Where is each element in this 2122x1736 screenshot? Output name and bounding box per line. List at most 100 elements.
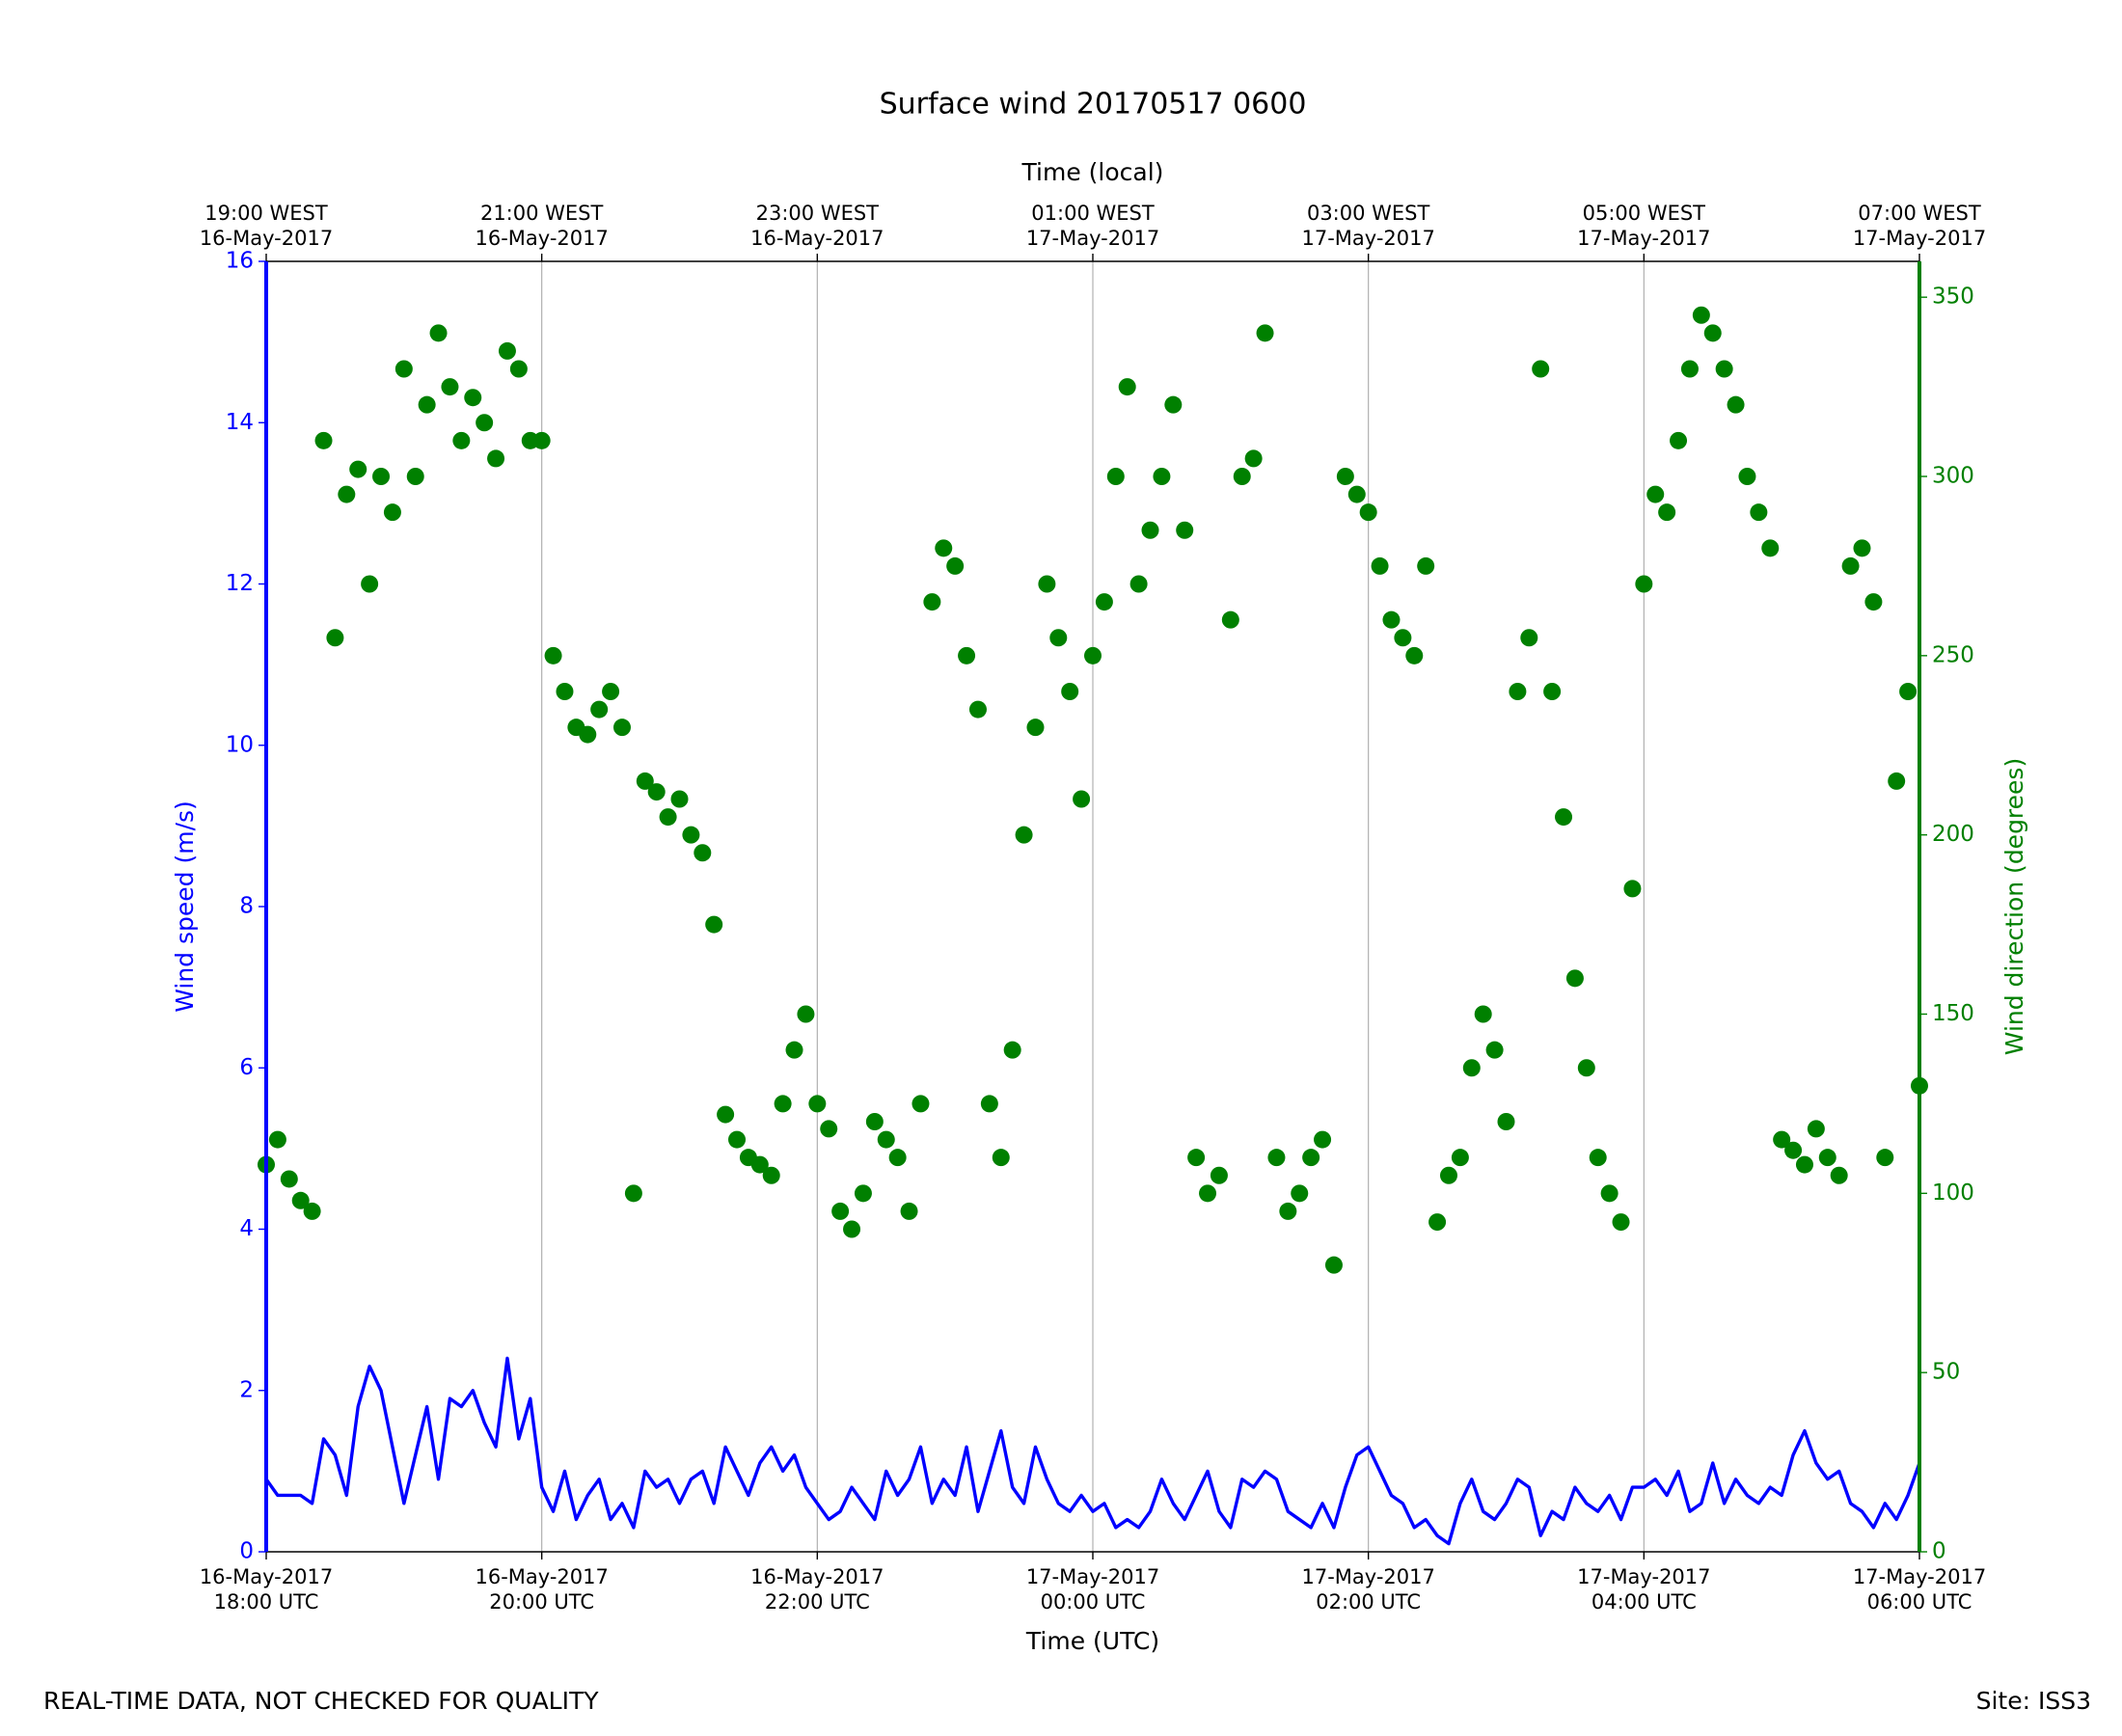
direction-point (1336, 468, 1354, 485)
x2-tick-label: 03:00 WEST 17-May-2017 (1301, 202, 1435, 250)
direction-point (1371, 556, 1389, 575)
direction-point (1015, 826, 1033, 844)
direction-point (647, 783, 666, 801)
direction-point (728, 1130, 747, 1149)
direction-point (1485, 1041, 1504, 1059)
direction-point (1279, 1202, 1297, 1220)
direction-point (1509, 683, 1527, 700)
direction-point (1291, 1184, 1309, 1203)
direction-point (487, 449, 505, 468)
direction-point (349, 460, 367, 478)
direction-point (1347, 485, 1366, 503)
direction-point (1888, 772, 1906, 790)
direction-point (1153, 468, 1171, 485)
y-axis-label: Wind speed (m/s) (171, 800, 199, 1013)
direction-point (1738, 468, 1756, 485)
direction-point (476, 414, 494, 432)
direction-point (935, 539, 953, 557)
direction-point (717, 1105, 735, 1124)
x-tick-label: 17-May-2017 00:00 UTC (1025, 1565, 1160, 1614)
direction-point (1670, 431, 1688, 449)
x-tick-label: 16-May-2017 20:00 UTC (475, 1565, 609, 1614)
direction-point (1589, 1149, 1607, 1167)
direction-point (441, 378, 459, 396)
direction-point (1382, 610, 1401, 629)
direction-point (1451, 1149, 1469, 1167)
direction-point (820, 1120, 838, 1138)
direction-point (602, 683, 620, 700)
direction-point (1658, 503, 1676, 522)
direction-point (980, 1095, 998, 1113)
direction-point (624, 1184, 642, 1203)
direction-point (762, 1166, 780, 1184)
direction-point (1233, 468, 1251, 485)
direction-point (590, 700, 609, 719)
direction-point (670, 790, 689, 808)
direction-point (1807, 1120, 1825, 1138)
direction-point (406, 468, 424, 485)
y-tick-label: 0 (239, 1539, 254, 1564)
direction-point (1565, 969, 1584, 988)
direction-point (532, 431, 551, 449)
direction-point (394, 360, 413, 378)
site-label: Site: ISS3 (1976, 1687, 2091, 1715)
chart-title: Surface wind 20170517 0600 (880, 88, 1307, 122)
direction-point (1646, 485, 1665, 503)
y-tick-label: 4 (239, 1216, 254, 1241)
direction-point (888, 1149, 907, 1167)
direction-point (1221, 610, 1239, 629)
direction-point (452, 431, 471, 449)
direction-point (843, 1220, 861, 1238)
direction-point (1118, 378, 1136, 396)
direction-point (326, 629, 344, 647)
direction-point (1256, 324, 1274, 342)
direction-point (464, 389, 482, 407)
direction-point (1405, 646, 1424, 665)
direction-point (1773, 1130, 1791, 1149)
direction-point (1727, 395, 1745, 414)
direction-point (291, 1191, 310, 1209)
direction-point (1359, 503, 1377, 522)
direction-point (1267, 1149, 1286, 1167)
direction-point (785, 1041, 803, 1059)
direction-point (314, 431, 333, 449)
direction-point (1520, 629, 1538, 647)
direction-point (1555, 808, 1573, 827)
direction-point (372, 468, 391, 485)
direction-point (1428, 1213, 1447, 1232)
x2-tick-label: 19:00 WEST 16-May-2017 (199, 202, 334, 250)
direction-point (911, 1095, 930, 1113)
y2-tick-label: 350 (1932, 285, 1974, 310)
direction-point (1623, 880, 1642, 898)
y2-tick-label: 100 (1932, 1180, 1974, 1206)
direction-point (498, 341, 516, 360)
direction-point (1394, 629, 1412, 647)
direction-point (1830, 1166, 1848, 1184)
y2-tick-label: 150 (1932, 1001, 1974, 1026)
direction-point (1164, 395, 1183, 414)
direction-point (509, 360, 528, 378)
direction-point (1003, 1041, 1021, 1059)
direction-point (1106, 468, 1125, 485)
direction-point (1324, 1256, 1343, 1274)
direction-point (1314, 1130, 1332, 1149)
direction-point (612, 719, 631, 737)
direction-point (797, 1005, 815, 1023)
direction-point (1210, 1166, 1228, 1184)
direction-point (808, 1095, 827, 1113)
direction-point (1761, 539, 1780, 557)
direction-point (1784, 1141, 1803, 1159)
direction-point (1680, 360, 1699, 378)
x-tick-label: 17-May-2017 06:00 UTC (1852, 1565, 1987, 1614)
y-tick-label: 10 (226, 732, 254, 757)
direction-point (1600, 1184, 1619, 1203)
y2-tick-label: 0 (1932, 1539, 1946, 1564)
direction-point (1876, 1149, 1894, 1167)
x-tick-label: 16-May-2017 18:00 UTC (199, 1565, 334, 1614)
direction-point (1612, 1213, 1630, 1232)
y2-tick-label: 200 (1932, 822, 1974, 847)
direction-point (1084, 646, 1102, 665)
direction-point (1199, 1184, 1217, 1203)
direction-point (383, 503, 401, 522)
